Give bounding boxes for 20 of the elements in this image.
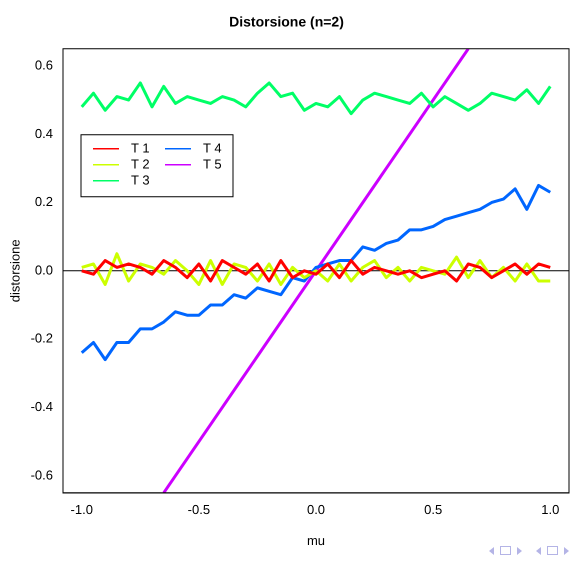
y-tick-label: 0.2	[34, 194, 53, 210]
y-tick-label: -0.2	[30, 330, 53, 346]
legend-label: T 2	[131, 156, 150, 172]
legend-label: T 3	[131, 172, 150, 188]
legend-label: T 5	[203, 156, 222, 172]
x-tick-label: 0.5	[424, 502, 442, 518]
chart-title: Distorsione (n=2)	[229, 13, 344, 30]
y-tick-label: -0.4	[30, 398, 53, 414]
x-tick-label: 0.0	[306, 502, 326, 518]
y-tick-label: -0.6	[30, 467, 53, 482]
y-tick-label: 0.0	[34, 262, 53, 278]
y-axis-title: distorsione	[7, 239, 22, 302]
x-tick-label: -0.5	[188, 502, 210, 518]
y-tick-label: 0.6	[34, 57, 53, 72]
x-tick-label: -1.0	[70, 502, 93, 518]
x-axis-title: mu	[306, 532, 326, 548]
x-tick-label: 1.0	[541, 502, 560, 518]
legend-label: T 1	[131, 140, 150, 156]
y-tick-label: 0.4	[34, 126, 53, 141]
legend-label: T 4	[203, 140, 222, 156]
